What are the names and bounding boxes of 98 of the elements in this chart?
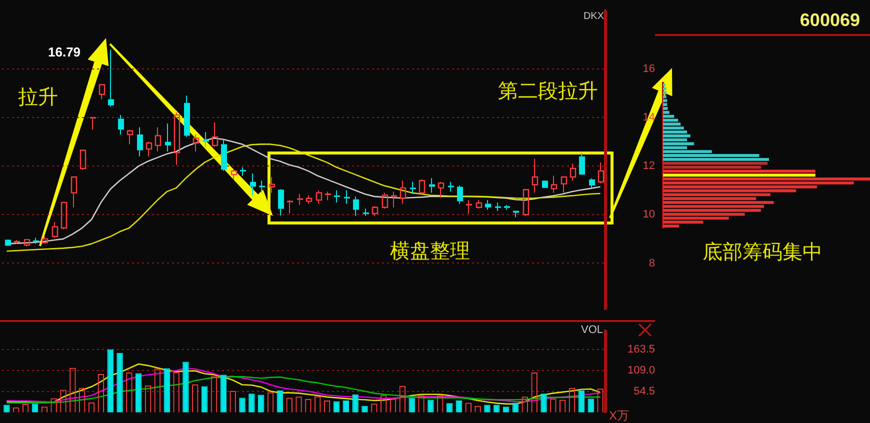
candlestick [259, 180, 265, 194]
candlestick [250, 172, 256, 196]
candlestick [297, 194, 303, 206]
candlestick [598, 162, 604, 184]
candlestick [192, 134, 200, 152]
chart-title: DKX [583, 10, 604, 22]
bar [182, 362, 189, 412]
bar [663, 134, 690, 138]
candlestick [268, 176, 276, 194]
candlestick [230, 169, 238, 180]
candlestick [278, 190, 284, 216]
candlestick [400, 180, 406, 204]
candlestick [353, 196, 359, 216]
bar [258, 394, 264, 412]
bar [276, 390, 284, 412]
y-tick-label: 109.0 [627, 364, 655, 377]
candlestick [334, 190, 340, 204]
candlestick [14, 240, 20, 244]
candlestick [240, 166, 246, 176]
bar [428, 400, 434, 412]
text: 底部筹码集中 [702, 242, 822, 264]
bar [220, 374, 227, 412]
chart-title: 600069 [800, 10, 860, 30]
candlestick [363, 208, 369, 216]
bar [540, 394, 547, 412]
candlestick [154, 126, 162, 152]
annotation: 横盘整理 [390, 240, 470, 263]
candlestick [126, 129, 134, 145]
candlestick [391, 191, 397, 208]
candlestick [221, 138, 227, 172]
candlestick [438, 181, 444, 198]
candlestick [174, 112, 180, 166]
bar [663, 174, 816, 177]
candlestick [70, 176, 78, 208]
candlestick [137, 126, 143, 157]
bar [456, 400, 462, 412]
bar [663, 99, 668, 102]
y-tick-label: 16 [642, 62, 655, 75]
bar [663, 107, 668, 110]
bar [663, 130, 688, 134]
candlestick [532, 158, 538, 194]
bar [408, 398, 415, 412]
bar [663, 178, 870, 180]
bar [663, 201, 774, 204]
bar [136, 373, 142, 412]
y-axis-title: X万 [609, 408, 630, 422]
candlestick [485, 200, 491, 210]
bar [663, 103, 668, 106]
bar [663, 91, 667, 94]
annotation: 拉升 [18, 86, 58, 109]
bar [578, 390, 585, 412]
annotation: 16.79 [48, 44, 81, 60]
y-tick-label: 10 [642, 208, 655, 221]
candlestick [98, 84, 106, 100]
candlestick [495, 202, 501, 212]
chart-title: VOL [580, 324, 603, 336]
candlestick [410, 181, 416, 195]
bar [663, 87, 666, 90]
candlestick [579, 152, 585, 175]
candlestick [325, 191, 331, 201]
y-tick-label: 12 [642, 160, 655, 172]
candlestick [90, 116, 96, 130]
bar [342, 400, 350, 412]
candlestick [504, 204, 510, 210]
candlestick [344, 190, 350, 204]
bar [201, 386, 208, 412]
candlestick [108, 49, 114, 108]
y-tick-label: 54.5 [634, 386, 655, 398]
bar [663, 208, 761, 212]
candlestick [287, 200, 293, 214]
bar [663, 162, 768, 165]
candlestick [165, 123, 171, 152]
candlestick [212, 122, 218, 148]
bar [663, 114, 674, 118]
candlestick [560, 176, 568, 194]
candlestick [550, 175, 558, 194]
candlestick [203, 132, 209, 148]
bar [164, 368, 170, 412]
candlestick [448, 181, 454, 192]
candlestick [118, 114, 124, 135]
bar [663, 95, 666, 98]
bar [663, 126, 684, 130]
y-tick-label: 163.5 [627, 344, 655, 356]
candlestick [589, 178, 595, 188]
bar [107, 349, 114, 412]
candlestick [33, 237, 39, 244]
bar [352, 394, 358, 412]
bar [663, 170, 816, 173]
bar [116, 352, 123, 412]
bar [248, 394, 255, 412]
candlestick [466, 200, 472, 214]
candlestick [184, 95, 190, 138]
bar [239, 398, 246, 412]
y-tick-label: 8 [648, 257, 655, 270]
bar [663, 158, 769, 161]
bar [663, 122, 681, 126]
annotation: 第二段拉升 [498, 80, 598, 103]
bar [588, 398, 594, 412]
